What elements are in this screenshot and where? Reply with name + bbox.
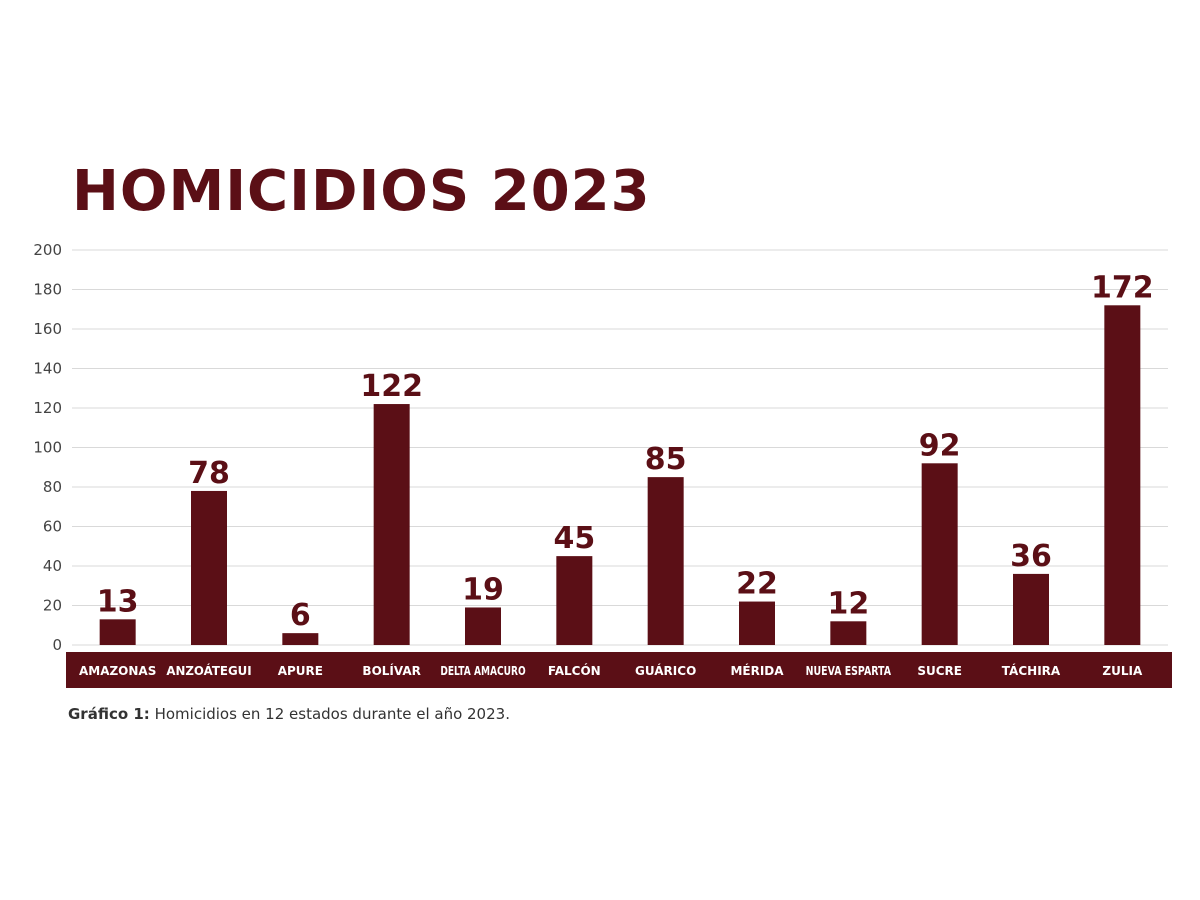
bar	[373, 404, 410, 645]
category-label: AMAZONAS	[79, 664, 156, 678]
y-tick-label: 120	[33, 399, 62, 417]
category-label: NUEVA ESPARTA	[806, 664, 892, 678]
y-tick-label: 40	[43, 557, 62, 575]
y-tick-label: 60	[43, 518, 62, 536]
category-labels: AMAZONAS ANZOÁTEGUI APURE BOLÍVAR DELTA AMAC…	[79, 663, 1143, 678]
y-tick-label: 20	[43, 597, 62, 615]
y-tick-label: 80	[43, 478, 62, 496]
bar-value-label: 36	[1010, 539, 1052, 574]
y-tick-label: 160	[33, 320, 62, 338]
category-label: SUCRE	[917, 664, 962, 678]
bar-value-label: 6	[290, 598, 311, 633]
category-label: FALCÓN	[548, 663, 601, 678]
bar	[556, 556, 593, 645]
bar	[1013, 573, 1049, 645]
category-label: APURE	[278, 664, 323, 678]
chart-title: HOMICIDIOS 2023	[72, 159, 651, 224]
bar	[1104, 305, 1141, 645]
caption-text: Homicidios en 12 estados durante el año …	[149, 705, 510, 723]
y-axis-ticks: 0 20 40 60 80 100 120 140 160 180 200	[33, 241, 62, 654]
caption-label: Gráfico 1:	[68, 705, 150, 723]
category-label: ANZOÁTEGUI	[166, 663, 251, 678]
bars	[99, 305, 1141, 645]
bar	[282, 633, 319, 645]
bar	[99, 619, 136, 645]
bar	[921, 463, 958, 645]
y-tick-label: 200	[33, 241, 62, 259]
category-label: TÁCHIRA	[1002, 663, 1061, 678]
chart-caption: Gráfico 1: Homicidios en 12 estados dura…	[68, 705, 510, 723]
bar	[739, 601, 775, 645]
category-band	[66, 652, 1172, 688]
bar	[830, 621, 867, 645]
bar-value-label: 78	[188, 456, 230, 491]
y-tick-label: 180	[33, 281, 62, 299]
bar	[465, 607, 501, 645]
bar-value-label: 12	[827, 586, 869, 621]
category-label: ZULIA	[1102, 664, 1143, 678]
bar	[191, 490, 227, 645]
bar-value-label: 22	[736, 567, 778, 602]
bar-value-label: 122	[360, 369, 423, 404]
bar-value-label: 19	[462, 572, 504, 607]
bar-value-label: 45	[553, 521, 595, 556]
y-tick-label: 0	[52, 636, 62, 654]
bar-value-label: 172	[1091, 270, 1154, 305]
category-label: MÉRIDA	[730, 663, 784, 678]
value-labels: 13 78 6 122 19 45 85 22 12 92 36 172	[97, 270, 1154, 633]
y-tick-label: 100	[33, 439, 62, 457]
y-tick-label: 140	[33, 360, 62, 378]
gridlines	[72, 249, 1168, 646]
bar-value-label: 13	[97, 584, 139, 619]
bar-value-label: 92	[919, 428, 961, 463]
category-label: GUÁRICO	[635, 663, 696, 678]
bar	[647, 477, 684, 645]
category-label: DELTA AMACURO	[440, 664, 525, 678]
category-label: BOLÍVAR	[362, 663, 420, 678]
bar-value-label: 85	[645, 442, 687, 477]
